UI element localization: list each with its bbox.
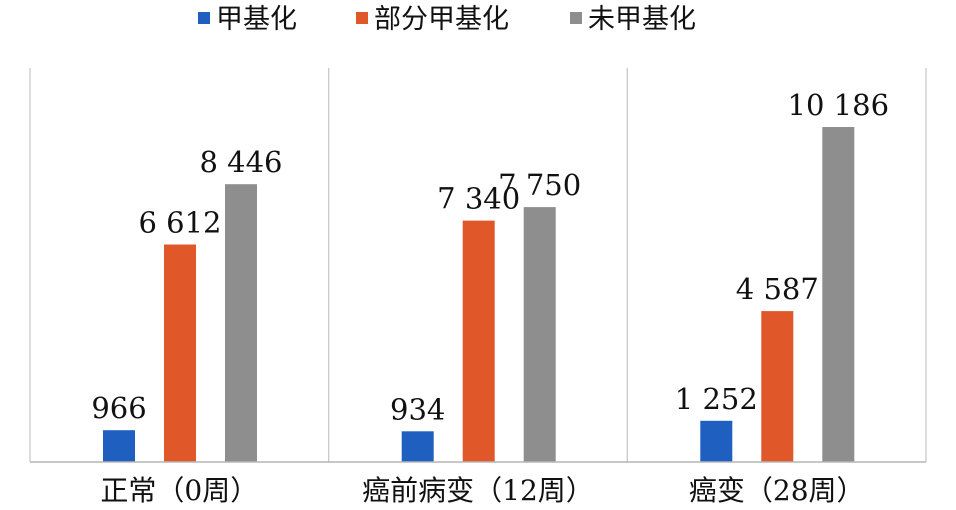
legend-label-2: 未甲基化 — [588, 4, 696, 35]
category-label-2: 癌变（28周） — [689, 474, 865, 507]
bar-2-0 — [700, 420, 733, 462]
value-label-0-1: 6 612 — [138, 206, 221, 240]
legend-label-0: 甲基化 — [216, 4, 297, 35]
value-label-1-2: 7 750 — [498, 168, 581, 202]
value-label-1-1: 7 340 — [437, 182, 520, 216]
legend-label-1: 部分甲基化 — [374, 4, 509, 35]
category-labels: 正常（0周） 癌前病变（12周） 癌变（28周） — [100, 474, 864, 507]
bar-0-1 — [164, 244, 196, 462]
chart-legend: 甲基化 部分甲基化 未甲基化 — [198, 4, 696, 35]
bar-0-0 — [103, 430, 135, 462]
value-label-1-0: 934 — [390, 392, 445, 426]
value-label-2-1: 4 587 — [736, 272, 819, 306]
bar-1-2 — [523, 207, 556, 462]
value-label-2-2: 10 186 — [788, 88, 889, 122]
bar-0-2 — [225, 184, 257, 462]
bar-1-1 — [462, 220, 495, 462]
bar-2-2 — [822, 127, 855, 462]
category-dividers — [29, 68, 927, 462]
category-label-1: 癌前病变（12周） — [362, 474, 594, 507]
bar-1-0 — [401, 431, 434, 462]
value-label-0-2: 8 446 — [199, 145, 282, 179]
legend-swatch-2 — [570, 12, 582, 24]
value-label-0-0: 966 — [91, 391, 146, 425]
bar-series — [103, 127, 855, 462]
value-label-2-0: 1 252 — [675, 382, 758, 416]
category-label-0: 正常（0周） — [100, 474, 258, 507]
bar-2-1 — [761, 311, 794, 462]
legend-swatch-0 — [198, 12, 210, 24]
legend-swatch-1 — [356, 12, 368, 24]
